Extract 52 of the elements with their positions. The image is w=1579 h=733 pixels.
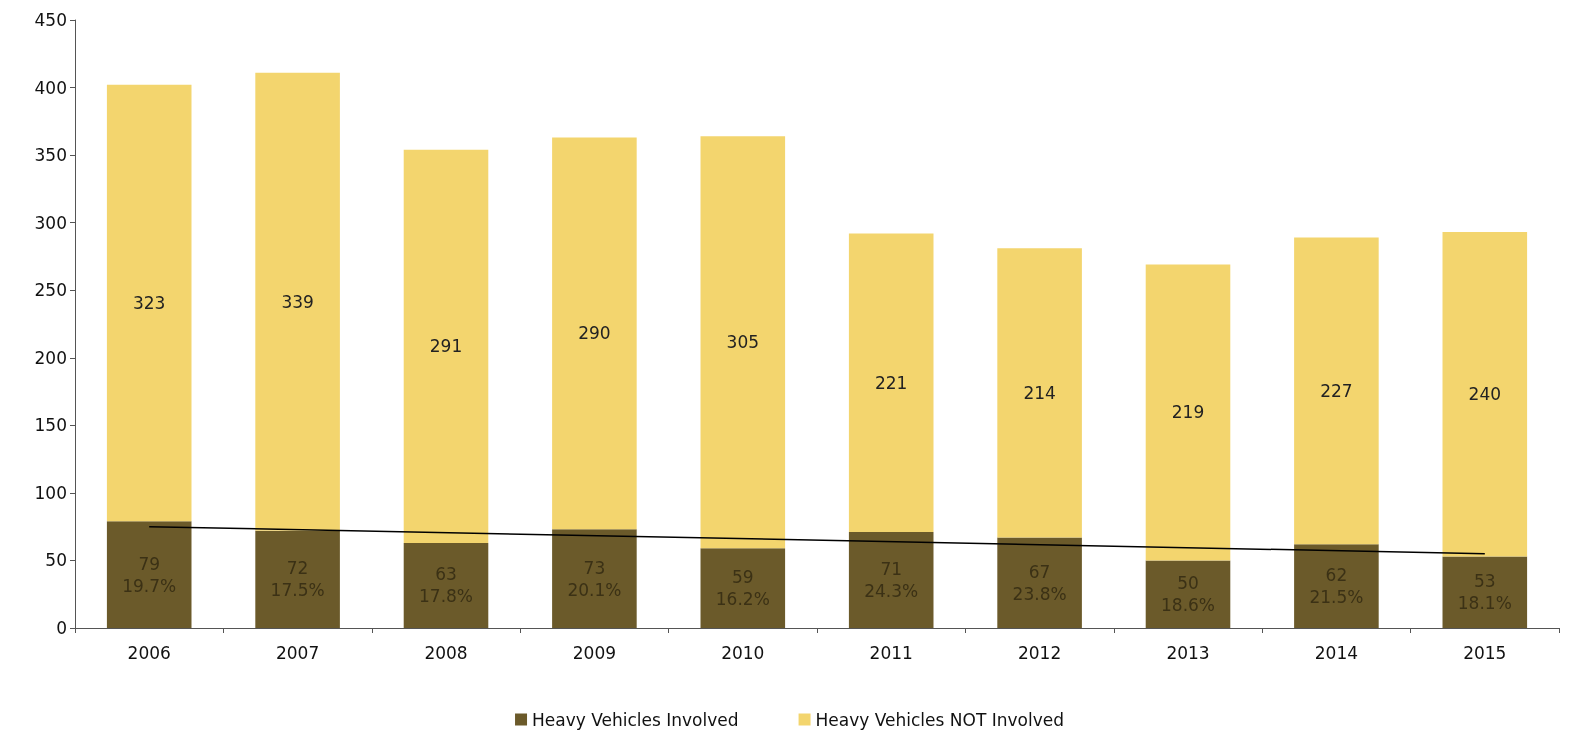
x-tick-label: 2008 [424,642,468,663]
bar [848,233,934,533]
x-tick-label: 2007 [275,642,320,663]
y-tick-label: 400 [34,77,67,98]
data-label: 240 [1468,384,1502,405]
bar [1442,232,1528,557]
x-tick-label: 2013 [1166,642,1210,663]
data-label: 219 [1171,402,1205,423]
x-tick-label: 2015 [1463,642,1507,663]
y-tick-label: 150 [34,415,67,436]
bar [106,521,192,628]
bar [552,137,637,530]
data-label: 290 [578,323,611,344]
bar [255,530,340,628]
bar [997,248,1082,538]
bar [700,548,786,628]
y-tick-label: 200 [34,347,67,368]
bar [1145,560,1231,628]
bar [1294,544,1379,628]
x-tick-label: 2011 [869,642,913,663]
legend-label: Heavy Vehicles NOT Involved [815,709,1064,730]
y-tick-label: 350 [34,145,67,166]
x-tick-label: 2012 [1017,642,1062,663]
data-label: 323 [132,293,166,314]
y-tick-label: 450 [34,10,67,30]
legend-label: Heavy Vehicles Involved [532,709,739,730]
y-tick-label: 250 [34,280,67,301]
bar [700,136,786,549]
x-tick-label: 2010 [721,642,765,663]
y-tick-label: 50 [45,550,67,571]
bar [403,149,489,543]
data-label: 227 [1320,380,1353,401]
bar [1145,264,1231,561]
y-tick-label: 100 [34,482,67,503]
data-label: 291 [429,336,463,357]
bar [997,537,1082,628]
bar [552,529,637,628]
bar [403,542,489,628]
bar [848,532,934,628]
data-label: 305 [726,332,760,353]
x-tick-label: 2006 [127,642,171,663]
y-tick-label: 300 [34,212,67,233]
bar [1442,556,1528,628]
data-label: 214 [1023,382,1056,403]
bar [106,84,192,522]
y-tick-label: 0 [56,618,67,638]
x-tick-label: 2009 [572,642,617,663]
bar [1294,237,1379,545]
x-tick-label: 2014 [1314,642,1359,663]
bar [255,72,340,531]
data-label: 339 [281,291,314,312]
data-label: 221 [874,372,908,393]
